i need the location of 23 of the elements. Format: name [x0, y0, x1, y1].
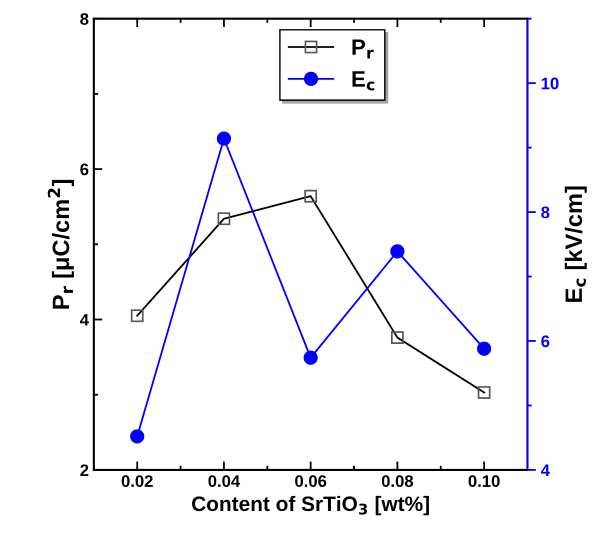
y-tick-label: 4 [80, 314, 89, 326]
y2-axis-title: E$_{c}$ [kV/cm] [564, 186, 587, 302]
legend-label: P$_{r}$ [352, 39, 374, 58]
y2-tick-label: 6 [541, 335, 550, 348]
y-tick-label: 8 [80, 13, 88, 25]
y2-tick-label: 4 [540, 464, 550, 476]
y-axis-title: P$_{r}$ [μC/cm$^{2}$] [48, 180, 74, 309]
x-axis-title: Content of SrTiO$_{3}$ [wt%] [192, 496, 429, 516]
point [216, 132, 232, 146]
x-tick-label: 0.06 [295, 475, 326, 488]
x-tick-label: 0.10 [468, 475, 500, 488]
y-tick-label: 2 [80, 464, 88, 476]
point [130, 429, 144, 444]
x-tick-label: 0.08 [382, 475, 414, 488]
x-tick-label: 0.04 [208, 475, 240, 488]
point [477, 342, 492, 356]
point [304, 350, 318, 365]
legend-label: E$_{c}$ [352, 71, 374, 90]
y-tick-label: 6 [80, 164, 88, 176]
y2-tick-label: 10 [542, 78, 559, 90]
y2-tick-label: 8 [541, 206, 550, 218]
x-tick-label: 0.02 [122, 475, 153, 488]
point [390, 244, 404, 258]
